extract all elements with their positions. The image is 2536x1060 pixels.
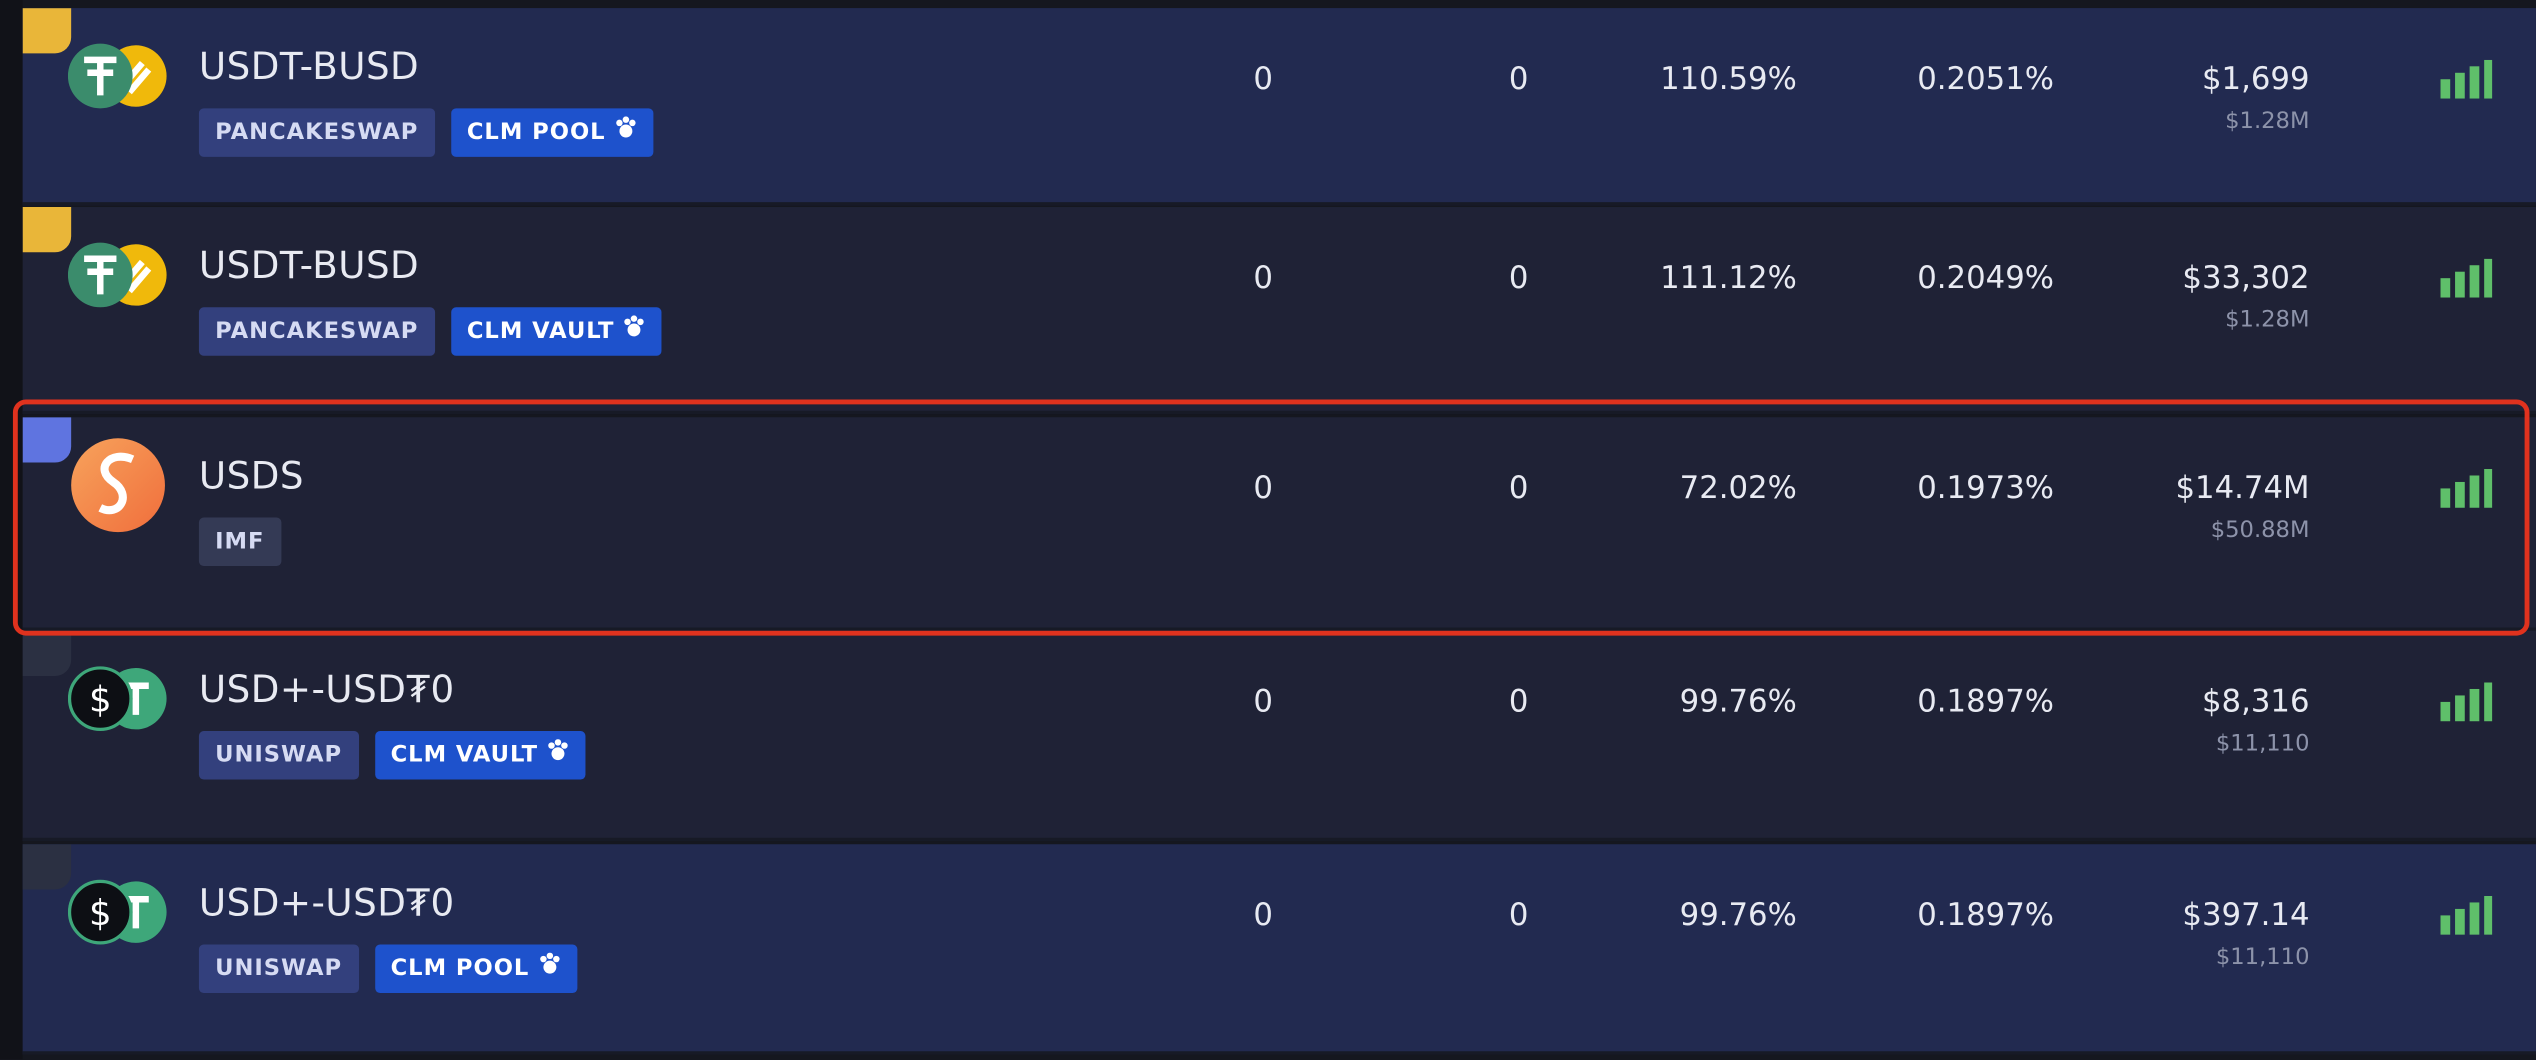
token-icon: $ xyxy=(67,879,167,945)
token-icon: $ xyxy=(67,666,167,732)
safety-bars xyxy=(2440,682,2493,728)
clm-icon xyxy=(616,116,636,138)
tags: UNISWAP CLM POOL xyxy=(198,944,578,994)
tag: UNISWAP xyxy=(198,731,359,780)
tvl-sub: $50.88M xyxy=(2210,517,2310,544)
apy: 99.76% xyxy=(1679,897,1797,934)
vault-name: USDT-BUSD xyxy=(198,245,420,288)
tag: PANCAKESWAP xyxy=(198,108,435,157)
safety-bars xyxy=(2440,469,2493,514)
tvl-sub: $1.28M xyxy=(2225,108,2310,135)
token-icons xyxy=(68,438,172,544)
tvl: $8,316 xyxy=(2201,684,2310,720)
tvl-sub: $11,110 xyxy=(2215,731,2310,757)
tvl: $1,699 xyxy=(2201,61,2310,98)
vault-row[interactable]: $ USD+-USD₮0 UNISWAP CLM POOL 0 0 99.76% 0.189… xyxy=(22,844,2536,1055)
tag: CLM VAULT xyxy=(374,731,586,780)
tvl-sub: $11,110 xyxy=(2215,944,2310,971)
tags: UNISWAP CLM VAULT xyxy=(198,731,586,780)
tag: CLM POOL xyxy=(450,108,654,157)
tags: IMF xyxy=(198,517,281,567)
vault-row[interactable]: USDT-BUSD PANCAKESWAP CLM VAULT 0 0 111.12% 0… xyxy=(22,207,2536,415)
safety-icon xyxy=(2440,895,2493,935)
vault-name: USDT-BUSD xyxy=(198,46,420,89)
daily-rate: 0.1897% xyxy=(1917,684,2054,720)
vault-row[interactable]: $ USD+-USD₮0 UNISWAP CLM VAULT 0 0 99.76% 0.18… xyxy=(22,630,2536,841)
daily-rate: 0.1897% xyxy=(1917,897,2054,934)
tag: IMF xyxy=(198,517,281,567)
token-icons: $ xyxy=(67,663,172,741)
chain-badge xyxy=(22,630,72,677)
token-icons xyxy=(67,40,172,118)
chain-badge xyxy=(22,207,72,253)
chain-badge xyxy=(22,417,72,463)
vault-row[interactable]: USDT-BUSD PANCAKESWAP CLM POOL 0 0 110.59% 0.… xyxy=(22,8,2536,206)
daily-rate: 0.1973% xyxy=(1917,470,2054,507)
sidebar-strip xyxy=(0,0,23,1060)
clm-icon xyxy=(539,952,560,974)
tvl: $33,302 xyxy=(2182,260,2310,296)
apy: 99.76% xyxy=(1679,684,1797,720)
apy: 72.02% xyxy=(1679,470,1797,507)
tags: PANCAKESWAP CLM VAULT xyxy=(198,307,663,356)
tag: CLM POOL xyxy=(374,944,578,994)
token-icon xyxy=(67,43,167,109)
tvl: $397.14 xyxy=(2182,897,2310,934)
vault-name: USD+-USD₮0 xyxy=(198,883,455,926)
token-icons xyxy=(67,239,172,317)
chain-badge xyxy=(22,8,72,54)
tag: UNISWAP xyxy=(198,944,359,994)
svg-text:$: $ xyxy=(89,893,112,934)
safety-bars xyxy=(2440,59,2493,105)
safety-icon xyxy=(2440,59,2493,99)
token-icon xyxy=(71,438,165,533)
token-icon xyxy=(67,242,167,308)
safety-bars xyxy=(2440,258,2493,304)
token-icons: $ xyxy=(67,877,172,955)
clm-icon xyxy=(548,739,569,761)
safety-icon xyxy=(2440,682,2493,722)
safety-icon xyxy=(2440,258,2493,298)
tag: CLM VAULT xyxy=(450,307,663,356)
apy: 111.12% xyxy=(1660,260,1797,296)
tvl: $14.74M xyxy=(2175,470,2310,507)
vault-name: USD+-USD₮0 xyxy=(198,669,455,712)
safety-icon xyxy=(2440,469,2493,508)
vault-name: USDS xyxy=(198,456,304,499)
tags: PANCAKESWAP CLM POOL xyxy=(198,108,654,157)
chain-badge xyxy=(22,844,72,890)
tag: PANCAKESWAP xyxy=(198,307,435,356)
vault-row[interactable]: USDS IMF 0 0 72.02% 0.1973% $14.74M $50.88M xyxy=(22,417,2536,631)
daily-rate: 0.2051% xyxy=(1917,61,2054,98)
safety-bars xyxy=(2440,895,2493,941)
clm-icon xyxy=(624,315,645,337)
svg-text:$: $ xyxy=(89,680,112,721)
daily-rate: 0.2049% xyxy=(1917,260,2054,296)
apy: 110.59% xyxy=(1660,61,1797,98)
tvl-sub: $1.28M xyxy=(2225,307,2310,334)
